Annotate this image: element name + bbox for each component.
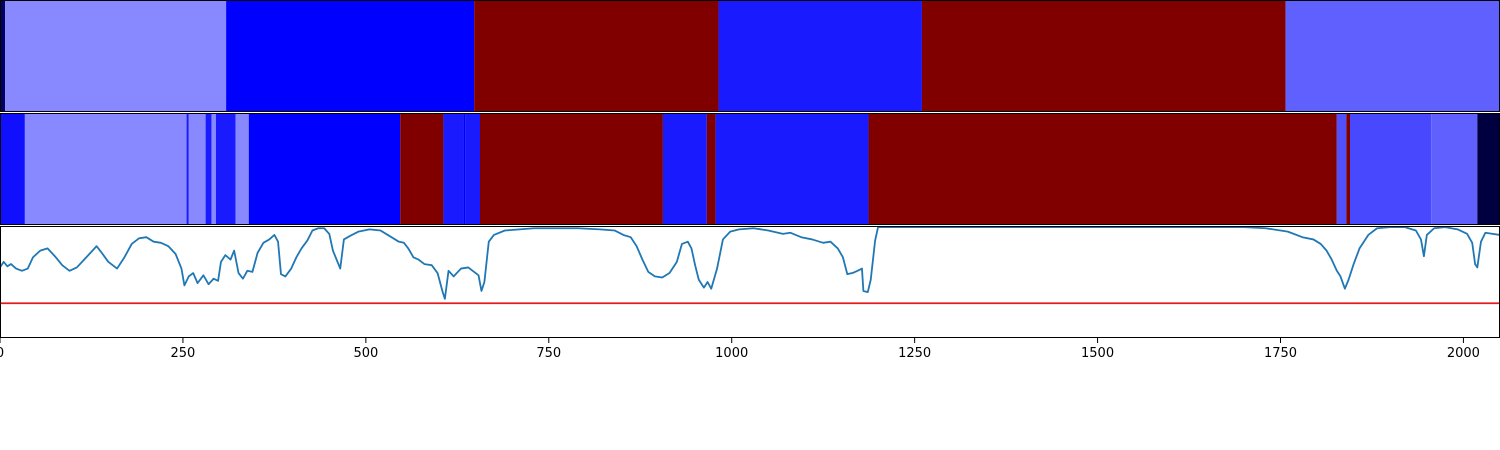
- series-line: [0, 226, 1500, 300]
- mid-band-segment-3: [188, 113, 206, 225]
- mid-band-segment-0: [0, 113, 25, 225]
- x-tick-label: 1500: [1081, 346, 1114, 361]
- top-state-band: [0, 0, 1500, 112]
- top-band-segment-1: [5, 0, 227, 112]
- mid-band-segment-12: [465, 113, 480, 225]
- mid-band-segment-11: [463, 113, 466, 225]
- mid-band-segment-10: [443, 113, 464, 225]
- top-band-segment-0: [0, 0, 6, 112]
- top-band-segment-2: [226, 0, 475, 112]
- mid-band-segment-20: [1350, 113, 1432, 225]
- mid-band-segment-5: [211, 113, 216, 225]
- mid-band-segment-8: [248, 113, 401, 225]
- mid-band-segment-2: [186, 113, 189, 225]
- panel-frame-2: [0, 226, 1500, 338]
- x-tick-label: 1000: [715, 346, 748, 361]
- mid-band-segment-19: [1346, 113, 1350, 225]
- x-tick-label: 0: [0, 346, 4, 361]
- mid-band-segment-16: [715, 113, 869, 225]
- mid-band-segment-22: [1477, 113, 1500, 225]
- x-tick-label: 2000: [1447, 346, 1480, 361]
- mid-band-segment-15: [706, 113, 716, 225]
- score-line-panel: [0, 226, 1500, 305]
- mid-band-segment-21: [1431, 113, 1478, 225]
- mid-band-segment-4: [205, 113, 212, 225]
- x-tick-label: 1750: [1264, 346, 1297, 361]
- mid-band-segment-7: [235, 113, 249, 225]
- top-band-segment-5: [921, 0, 1286, 112]
- mid-band-segment-1: [24, 113, 187, 225]
- mid-band-segment-18: [1336, 113, 1347, 225]
- mid-band-segment-6: [215, 113, 236, 225]
- x-tick-label: 750: [536, 346, 561, 361]
- mid-band-segment-9: [400, 113, 444, 225]
- mid-band-segment-14: [662, 113, 707, 225]
- x-tick-label: 500: [353, 346, 378, 361]
- mid-band-segment-17: [868, 113, 1337, 225]
- middle-state-band: [0, 113, 1500, 225]
- x-axis: 0 250 500 750 1000 1250 1500 1750 2000: [0, 338, 1480, 361]
- top-band-segment-3: [474, 0, 719, 112]
- x-tick-label: 250: [171, 346, 196, 361]
- top-band-segment-6: [1285, 0, 1500, 112]
- x-tick-label: 1250: [898, 346, 931, 361]
- top-band-segment-4: [718, 0, 922, 112]
- mid-band-segment-13: [480, 113, 663, 225]
